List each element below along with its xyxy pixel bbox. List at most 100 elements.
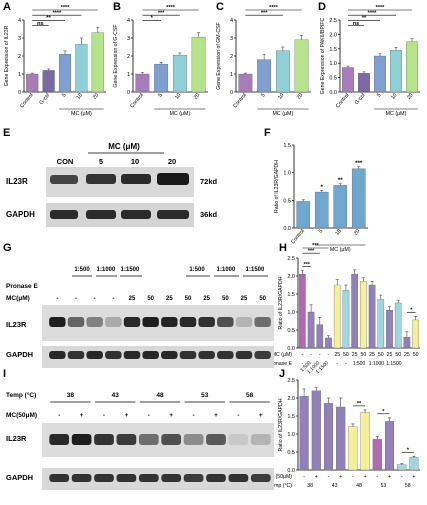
western-blot-i: Temp (°C) MC(50μM) 38 43 48 53 58 - + - + - + - + - +… [6, 391, 274, 490]
pronase-value: - [345, 361, 347, 367]
mc-lane-value: + [259, 412, 263, 419]
bar-1 [154, 63, 169, 93]
mc-lane-value: + [80, 412, 84, 419]
category-label: Control [232, 92, 248, 109]
band-il23r [254, 317, 271, 327]
mc-value: 25 [369, 352, 375, 358]
temp-value: 58 [405, 483, 411, 489]
y-tick-label: 0 [18, 90, 21, 96]
category-label: 10 [390, 92, 398, 100]
temp-label: 43 [112, 392, 120, 399]
band-gapdh [179, 351, 197, 359]
category-label: Control [129, 92, 145, 109]
y-tick-label: 1.0 [287, 310, 295, 316]
pronase-value: 1:1000 [369, 361, 385, 367]
group-label: MC (μM) [330, 247, 351, 253]
group-label: MC (μM) [71, 111, 92, 117]
band-gapdh [67, 351, 85, 359]
band-il23r [179, 317, 197, 327]
mc-lane-value: - [56, 296, 58, 302]
blot-i-row-temp: Temp (°C) [6, 391, 36, 399]
band-gapdh [71, 474, 92, 482]
sig-label: ** [46, 16, 51, 22]
y-tick-label: 0.0 [283, 226, 291, 232]
panel-label-h: H [279, 242, 287, 254]
band-il23r [235, 317, 253, 327]
y-tick-label: 2.5 [329, 18, 337, 24]
bar-9 [377, 299, 385, 349]
group-label: MC (μM) [386, 111, 407, 117]
category-label: 5 [318, 228, 325, 234]
bar-11 [394, 302, 402, 349]
blot-e-kd-36: 36kd [200, 210, 218, 219]
bar-2 [333, 185, 348, 229]
band-il23r [206, 434, 226, 445]
blot-g-row-il23r: IL23R [6, 320, 27, 329]
sig-label: *** [308, 248, 315, 254]
bar-sig-label: ** [338, 178, 343, 184]
band-il23r [123, 317, 141, 327]
blot-g-pronase-6: 1:1500 [246, 267, 265, 273]
mc-lane-value: 25 [241, 296, 248, 302]
y-tick-label: 2.0 [329, 32, 337, 38]
mc-value: 25 [404, 352, 410, 358]
mc-lane-value: - [58, 412, 60, 419]
bar-8 [397, 464, 407, 471]
category-label: 10 [277, 92, 285, 100]
row-label-2: Temp (°C) [269, 483, 293, 489]
bar-3 [191, 36, 206, 93]
bar-2 [374, 55, 386, 93]
pronase-value: - [302, 361, 304, 367]
bar-3 [294, 39, 309, 93]
blot-e-band [121, 174, 151, 184]
category-label: 20 [193, 92, 201, 100]
blot-e-band [121, 210, 151, 219]
panel-label-g: G [3, 242, 12, 254]
mc-value: 50 [395, 352, 401, 358]
panel-label-a: A [3, 1, 11, 13]
bar-2 [58, 54, 72, 93]
sig-label: ** [357, 401, 362, 407]
mc-value: 50 [360, 352, 366, 358]
band-il23r [138, 434, 159, 445]
mc-lane-value: 25 [203, 296, 210, 302]
y-tick-label: 0 [230, 90, 233, 96]
bar-12 [403, 337, 411, 349]
bar-1 [311, 390, 321, 471]
band-gapdh [116, 474, 137, 482]
band-il23r [161, 317, 178, 327]
category-label: G-csf [38, 92, 51, 106]
bar-13 [412, 319, 419, 349]
bar-0 [299, 396, 309, 471]
bar-1 [314, 191, 329, 229]
panel-label-f: F [264, 127, 271, 139]
temp-value: 53 [381, 483, 387, 489]
blot-g-pronase-5: 1:1000 [217, 267, 236, 273]
panel-label-b: B [113, 1, 121, 13]
mc-value: - [328, 352, 330, 358]
panel-label-c: C [216, 1, 224, 13]
blot-e-band [50, 210, 78, 219]
bar-0 [299, 274, 306, 349]
sig-label: ns [37, 21, 44, 27]
band-il23r [94, 434, 114, 445]
band-gapdh [228, 474, 249, 482]
mc-lane-value: 25 [129, 296, 136, 302]
temp-value: 48 [356, 483, 362, 489]
category-label: 10 [334, 228, 342, 236]
band-il23r [228, 434, 249, 445]
bar-3 [325, 337, 332, 349]
y-tick-label: 3 [127, 36, 130, 42]
pronase-value: 1:1500 [386, 361, 402, 367]
mc-lane-value: + [214, 412, 218, 419]
y-tick-label: 2.0 [287, 396, 295, 402]
bar-1 [358, 73, 370, 93]
y-tick-label: 0.5 [329, 76, 337, 82]
category-label: Control [335, 92, 351, 109]
blot-e-row-il23r: IL23R [6, 177, 28, 186]
y-tick-label: 0.5 [287, 328, 295, 334]
y-axis-label: Ratio of IL23R/GAPDH [278, 398, 284, 451]
mc-value: - [319, 352, 321, 358]
category-label: 5 [376, 92, 383, 98]
